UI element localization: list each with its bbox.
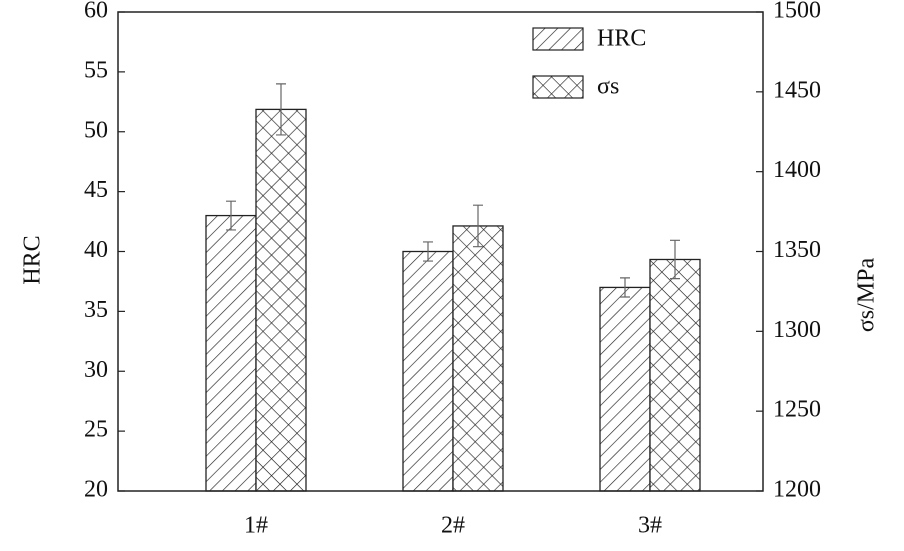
bar <box>255 108 307 492</box>
y-tick-label: 55 <box>84 57 108 83</box>
error-bar <box>276 83 286 136</box>
y-tick-label: 50 <box>84 117 108 143</box>
plot-frame <box>117 11 764 492</box>
y2-tick-label: 1450 <box>773 77 821 103</box>
bar <box>649 258 701 492</box>
error-bar <box>670 239 680 280</box>
legend-label: HRC <box>597 26 646 52</box>
y2-tick-label: 1350 <box>773 237 821 263</box>
x-tick-label: 1# <box>244 513 268 539</box>
y-tick-label: 30 <box>84 357 108 383</box>
bar <box>599 286 651 492</box>
legend-label: σs <box>597 74 619 100</box>
y2-tick-label: 1200 <box>773 477 821 503</box>
y2-axis-label: σs/MPa <box>854 258 880 333</box>
y-axis-label: HRC <box>20 235 46 284</box>
y2-tick-label: 1400 <box>773 157 821 183</box>
bar <box>205 214 257 492</box>
y-tick-label: 40 <box>84 237 108 263</box>
y-tick-label: 45 <box>84 177 108 203</box>
y2-tick-label: 1250 <box>773 397 821 423</box>
x-tick-label: 2# <box>441 513 465 539</box>
y-tick-label: 60 <box>84 0 108 24</box>
error-bar <box>473 204 483 248</box>
error-bar <box>620 277 630 298</box>
bar <box>452 225 504 492</box>
y-tick-label: 25 <box>84 417 108 443</box>
bar <box>402 250 454 492</box>
y2-tick-label: 1500 <box>773 0 821 24</box>
y2-tick-label: 1300 <box>773 317 821 343</box>
y-tick-label: 35 <box>84 297 108 323</box>
x-tick-label: 3# <box>638 513 662 539</box>
error-bar <box>423 241 433 262</box>
legend-swatch <box>532 75 584 99</box>
legend-swatch <box>532 27 584 51</box>
y-tick-label: 20 <box>84 477 108 503</box>
error-bar <box>226 200 236 231</box>
